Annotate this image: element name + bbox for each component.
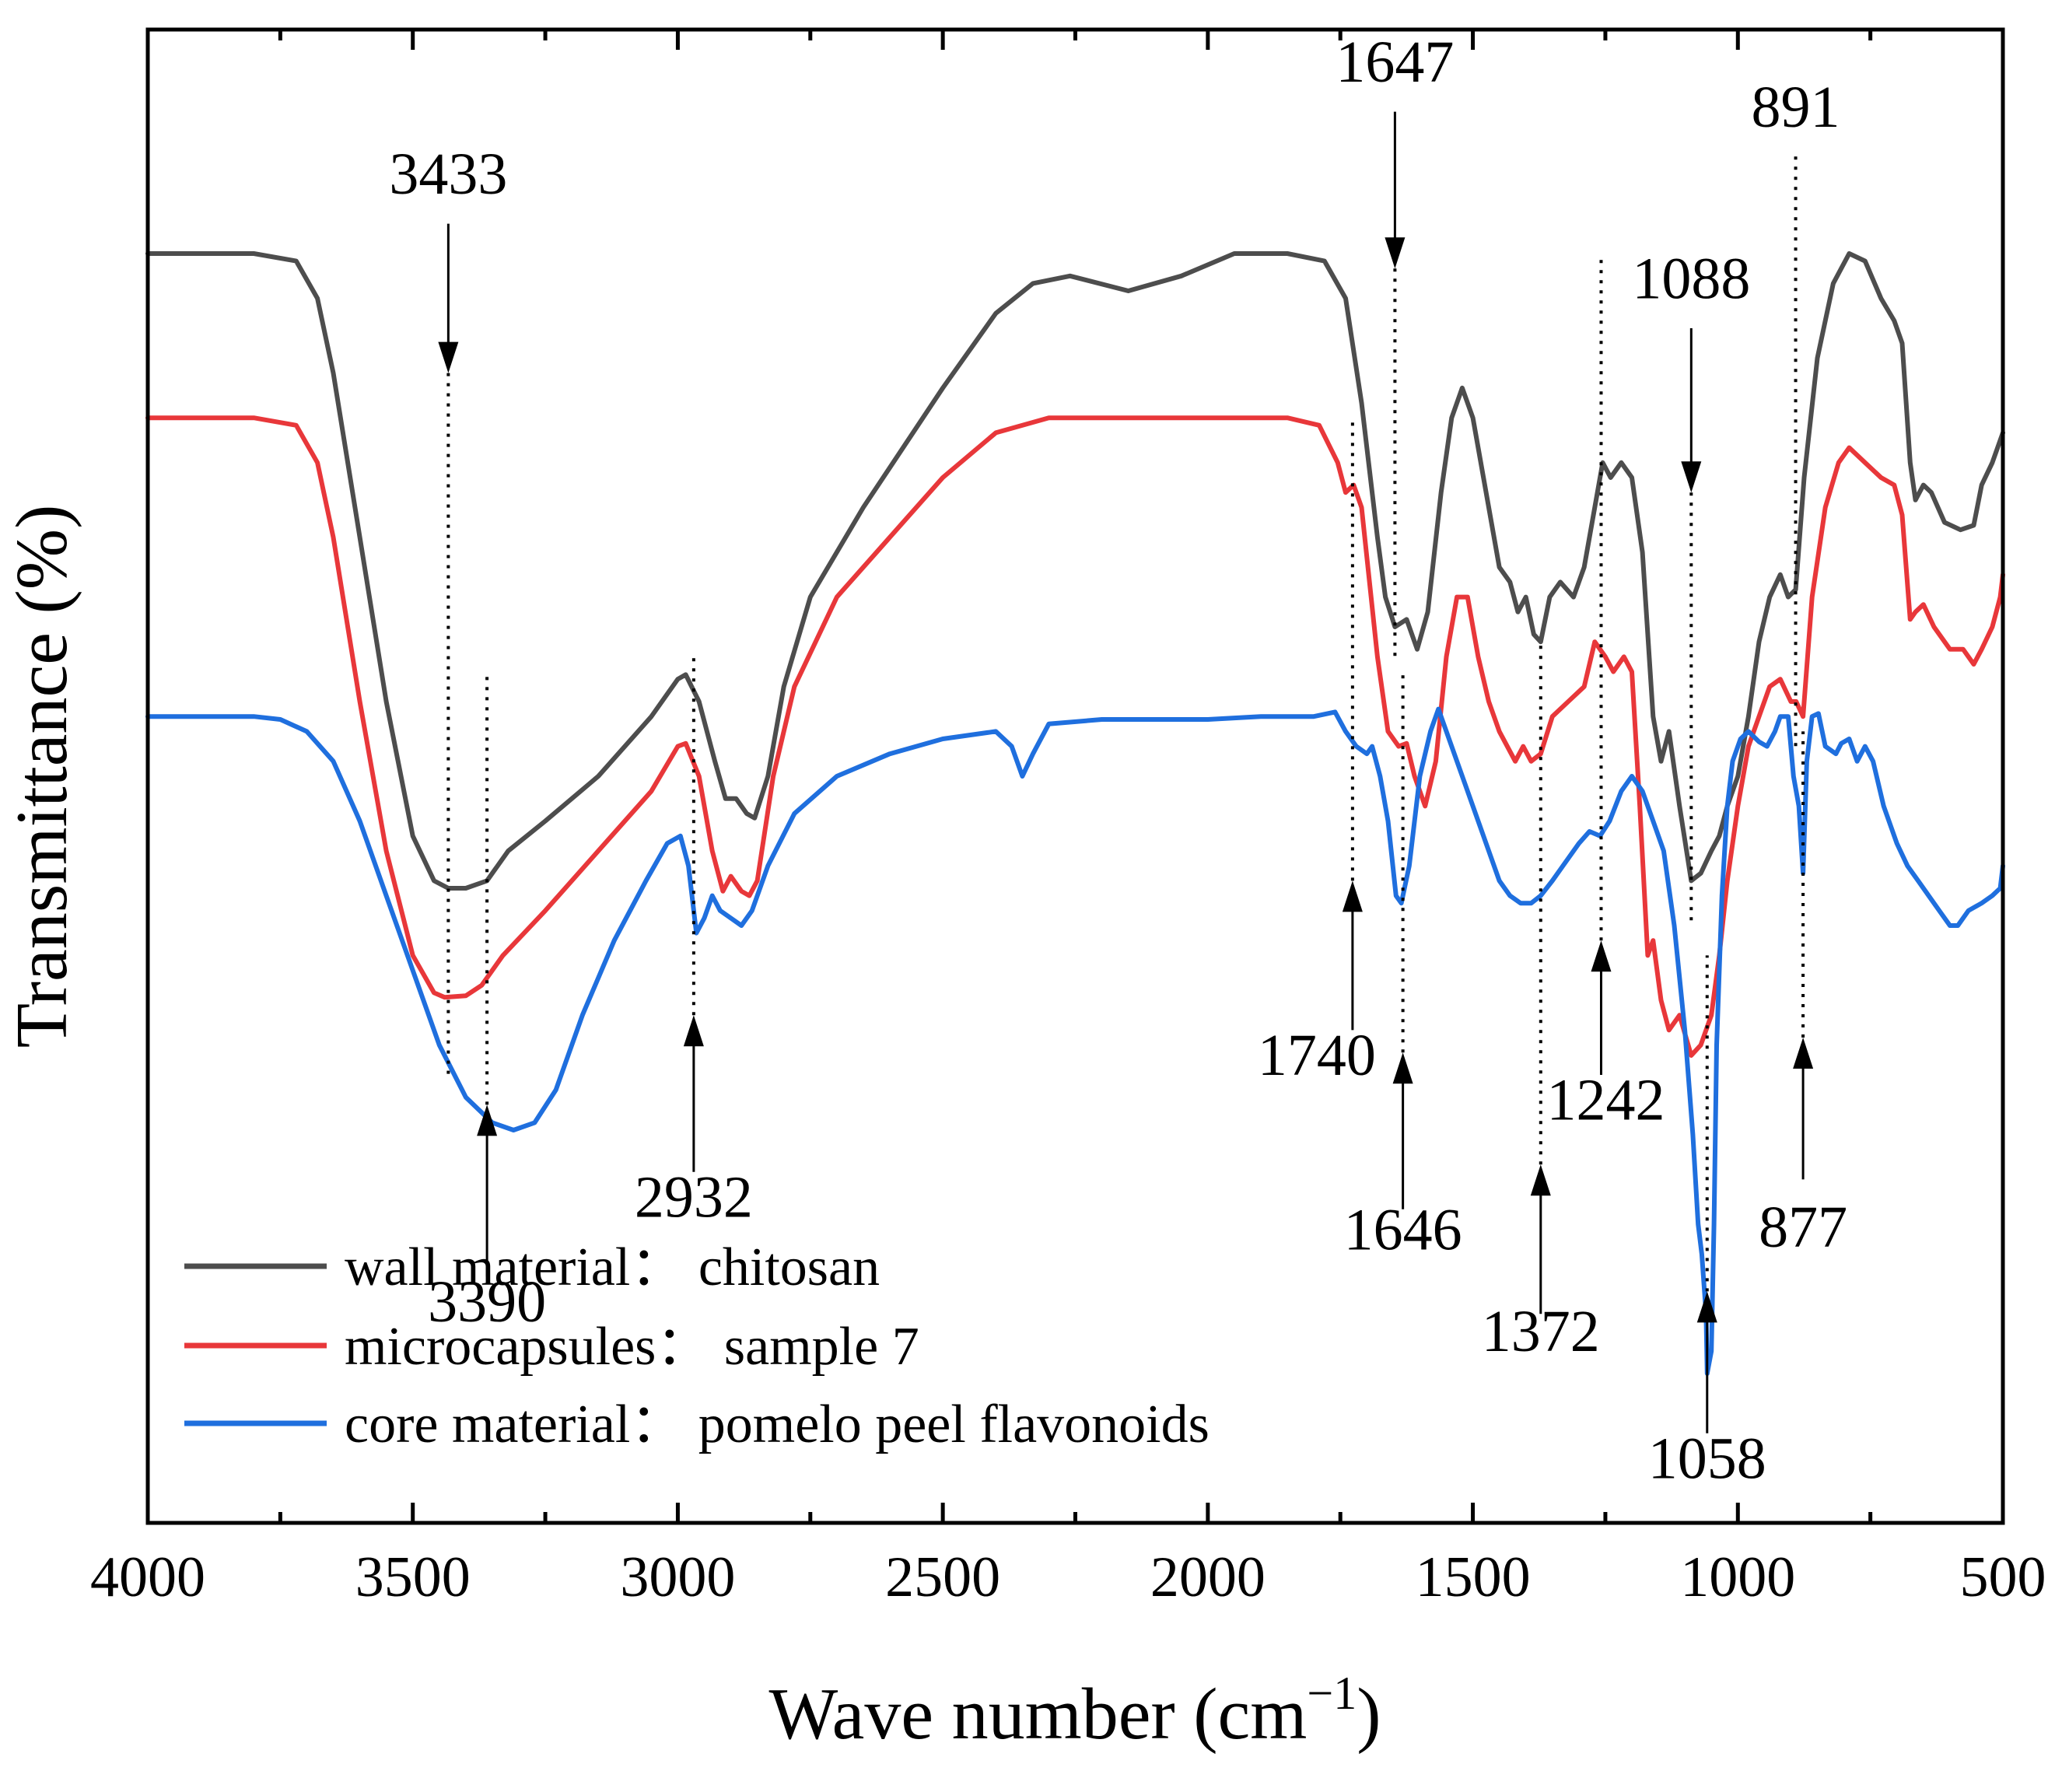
x-tick-label: 2500 xyxy=(885,1545,1000,1609)
peak-annotations: 3433164789110883390293217401646137212421… xyxy=(389,30,1847,1491)
x-axis-title-close: ) xyxy=(1357,1674,1381,1755)
series-line-wall-material xyxy=(145,251,2005,891)
series-layer xyxy=(145,251,2005,1376)
x-tick-label: 1500 xyxy=(1416,1545,1531,1609)
peak-arrowhead-3433 xyxy=(438,341,459,373)
peak-arrowhead-877 xyxy=(1793,1038,1814,1069)
peak-label-1242: 1242 xyxy=(1546,1068,1665,1133)
peak-arrowhead-1242 xyxy=(1591,940,1612,972)
legend-label-microcapsules: microcapsules： sample 7 xyxy=(345,1317,919,1377)
peak-label-1647: 1647 xyxy=(1336,30,1454,95)
x-tick-label: 1000 xyxy=(1680,1545,1795,1609)
peak-arrowhead-3390 xyxy=(477,1104,498,1136)
peak-label-3433: 3433 xyxy=(389,142,507,207)
x-axis-title: Wave number (cm−1) xyxy=(768,1668,1381,1755)
peak-arrowhead-1058 xyxy=(1696,1291,1717,1323)
x-tick-label: 3500 xyxy=(355,1545,471,1609)
y-axis-title: Transmittance (%) xyxy=(2,505,82,1048)
peak-label-1740: 1740 xyxy=(1258,1023,1376,1088)
x-tick-label: 4000 xyxy=(90,1545,205,1609)
x-tick-label: 3000 xyxy=(620,1545,735,1609)
legend-label-wall-material: wall material： chitosan xyxy=(345,1237,880,1297)
peak-label-2932: 2932 xyxy=(635,1164,753,1230)
peak-arrowhead-1372 xyxy=(1530,1164,1551,1196)
x-axis-title-main: Wave number (cm xyxy=(768,1674,1307,1755)
peak-label-3390: 3390 xyxy=(428,1269,546,1335)
x-tick-label: 2000 xyxy=(1150,1545,1266,1609)
peak-arrowhead-1647 xyxy=(1385,237,1406,269)
peak-label-1058: 1058 xyxy=(1648,1426,1766,1491)
peak-label-1088: 1088 xyxy=(1632,247,1750,312)
x-tick-label: 500 xyxy=(1960,1545,2046,1609)
series-line-microcapsules xyxy=(145,415,2005,1058)
peak-arrowhead-2932 xyxy=(683,1015,704,1047)
peak-arrowhead-1088 xyxy=(1681,461,1702,493)
peak-arrowhead-1646 xyxy=(1392,1052,1413,1084)
peak-label-891: 891 xyxy=(1752,75,1840,140)
peak-label-877: 877 xyxy=(1759,1195,1847,1260)
legend: wall material： chitosan microcapsules： s… xyxy=(184,1237,1210,1454)
series-line-core-material xyxy=(145,706,2005,1376)
x-axis-title-superscript: −1 xyxy=(1307,1668,1357,1719)
x-axis-ticks: 4000 3500 3000 2500 2000 1500 1000 500 xyxy=(90,30,2046,1609)
peak-arrowhead-1740 xyxy=(1342,880,1363,912)
legend-label-core-material: core material： pomelo peel flavonoids xyxy=(345,1395,1210,1454)
